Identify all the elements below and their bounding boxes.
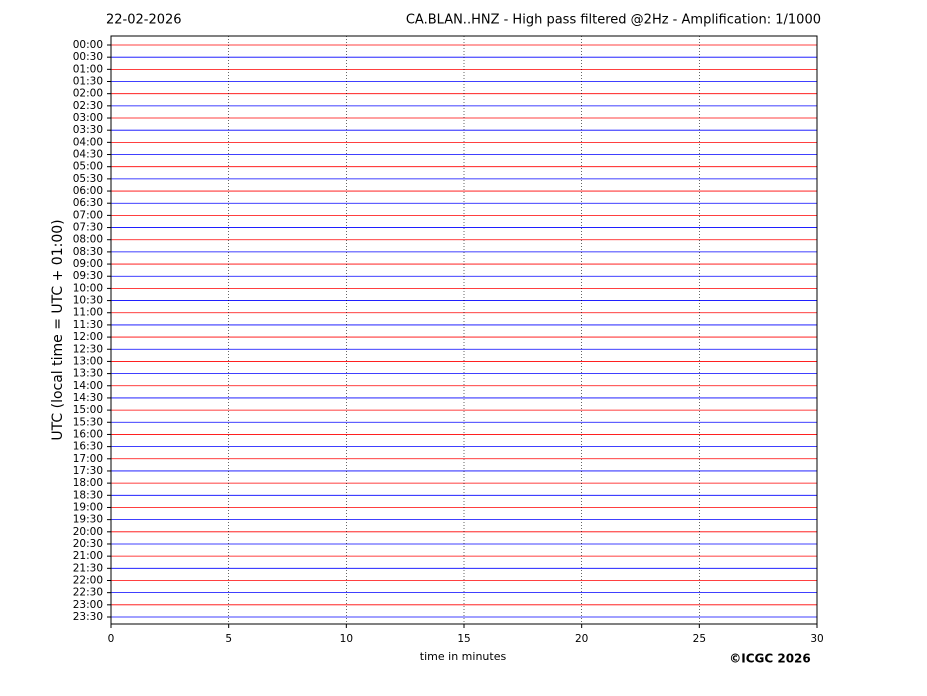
y-tick-label: 19:00 bbox=[73, 501, 103, 513]
plot-frame bbox=[110, 35, 818, 625]
y-tick-label: 11:30 bbox=[73, 319, 103, 331]
y-tick-label: 09:30 bbox=[73, 270, 103, 282]
y-tick-label: 06:00 bbox=[73, 185, 103, 197]
y-tick-label: 23:30 bbox=[73, 611, 103, 623]
y-tick-label: 17:00 bbox=[73, 453, 103, 465]
x-tick-label: 5 bbox=[225, 633, 232, 645]
y-tick-label: 07:00 bbox=[73, 209, 103, 221]
y-tick-label: 09:00 bbox=[73, 258, 103, 270]
y-tick-label: 06:30 bbox=[73, 197, 103, 209]
y-tick-label: 02:00 bbox=[73, 88, 103, 100]
y-tick-label: 03:00 bbox=[73, 112, 103, 124]
y-tick-label: 15:30 bbox=[73, 416, 103, 428]
x-tick-label: 25 bbox=[693, 633, 706, 645]
y-tick-label: 00:30 bbox=[73, 51, 103, 63]
y-tick-label: 03:30 bbox=[73, 124, 103, 136]
y-tick-label: 04:30 bbox=[73, 149, 103, 161]
y-tick-label: 11:00 bbox=[73, 307, 103, 319]
y-tick-label: 12:30 bbox=[73, 343, 103, 355]
date-title: 22-02-2026 bbox=[106, 13, 182, 28]
y-tick-label: 08:30 bbox=[73, 246, 103, 258]
y-tick-label: 07:30 bbox=[73, 222, 103, 234]
y-tick-label: 12:00 bbox=[73, 331, 103, 343]
chart-title: CA.BLAN..HNZ - High pass filtered @2Hz -… bbox=[406, 13, 821, 28]
y-tick-label: 20:00 bbox=[73, 526, 103, 538]
y-tick-label: 16:30 bbox=[73, 441, 103, 453]
y-tick-label: 05:00 bbox=[73, 161, 103, 173]
y-tick-label: 21:30 bbox=[73, 562, 103, 574]
y-tick-label: 01:00 bbox=[73, 63, 103, 75]
y-tick-label: 01:30 bbox=[73, 76, 103, 88]
y-tick-label: 13:30 bbox=[73, 368, 103, 380]
y-tick-label: 19:30 bbox=[73, 514, 103, 526]
y-axis-label: UTC (local time = UTC + 01:00) bbox=[50, 219, 66, 440]
y-tick-label: 14:00 bbox=[73, 380, 103, 392]
y-tick-label: 21:00 bbox=[73, 550, 103, 562]
y-tick-label: 22:00 bbox=[73, 574, 103, 586]
y-tick-label: 18:30 bbox=[73, 489, 103, 501]
y-tick-label: 00:00 bbox=[73, 39, 103, 51]
y-tick-label: 08:00 bbox=[73, 234, 103, 246]
y-tick-label: 23:00 bbox=[73, 599, 103, 611]
x-tick-label: 15 bbox=[457, 633, 470, 645]
y-tick-label: 20:30 bbox=[73, 538, 103, 550]
y-tick-label: 14:30 bbox=[73, 392, 103, 404]
y-tick-label: 10:30 bbox=[73, 295, 103, 307]
x-tick-label: 30 bbox=[810, 633, 823, 645]
y-tick-label: 04:00 bbox=[73, 136, 103, 148]
y-tick-label: 02:30 bbox=[73, 100, 103, 112]
y-tick-label: 10:00 bbox=[73, 282, 103, 294]
x-axis-label: time in minutes bbox=[420, 650, 507, 663]
y-tick-label: 17:30 bbox=[73, 465, 103, 477]
y-tick-label: 05:30 bbox=[73, 173, 103, 185]
y-tick-label: 16:00 bbox=[73, 428, 103, 440]
copyright: ©ICGC 2026 bbox=[729, 652, 811, 666]
x-tick-label: 10 bbox=[340, 633, 353, 645]
x-tick-label: 20 bbox=[575, 633, 588, 645]
y-tick-label: 18:00 bbox=[73, 477, 103, 489]
y-tick-label: 22:30 bbox=[73, 587, 103, 599]
x-tick-label: 0 bbox=[108, 633, 115, 645]
y-tick-label: 13:00 bbox=[73, 355, 103, 367]
y-tick-label: 15:00 bbox=[73, 404, 103, 416]
